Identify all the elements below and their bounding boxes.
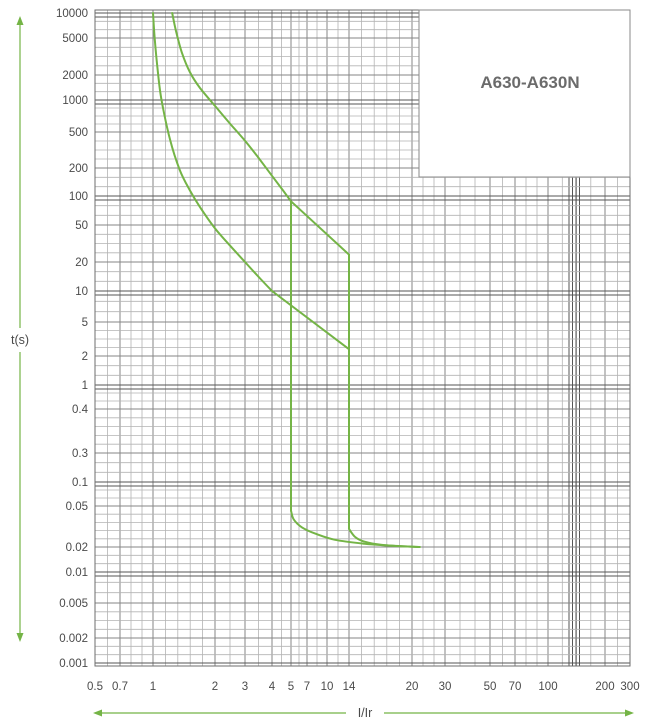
y-tick-label: 5000 [62,33,88,45]
arrow-up-icon [16,16,24,25]
x-tick-label: 2 [212,681,218,693]
y-axis-ticks: 10000 5000 2000 1000 500 200 100 50 20 10 5 2 1 0.4 0.… [56,8,89,670]
y-tick-label: 0.005 [59,598,88,610]
x-tick-label: 10 [321,681,334,693]
x-axis-arrow: I/Ir [93,706,634,720]
y-tick-label: 20 [75,257,88,269]
x-tick-label: 5 [288,681,294,693]
y-tick-label: 0.002 [59,633,88,645]
curve-segment [290,200,350,256]
y-tick-label: 100 [69,191,88,203]
curve-series [171,12,421,548]
y-tick-label: 0.01 [66,567,88,579]
x-tick-label: 7 [304,681,310,693]
plot-border [94,9,631,667]
x-tick-label: 100 [538,681,557,693]
curve-segment [271,290,350,351]
x-tick-label: 70 [509,681,522,693]
x-axis-ticks: 0.5 0.7 1 2 3 4 5 7 10 14 20 30 50 70 100 200 300 [87,681,640,693]
y-tick-label: 0.3 [72,448,88,460]
trip-curves [152,12,421,548]
x-tick-label: 1 [150,681,156,693]
y-tick-label: 10000 [56,8,88,20]
y-tick-label: 0.001 [59,658,88,670]
y-tick-label: 200 [69,163,88,175]
y-tick-label: 0.05 [66,501,88,513]
y-tick-label: 500 [69,127,88,139]
y-tick-label: 1 [82,380,88,392]
arrow-left-icon [93,709,102,717]
arrow-right-icon [625,709,634,717]
chart-title: A630-A630N [480,73,579,92]
x-tick-label: 20 [406,681,419,693]
x-tick-label: 50 [484,681,497,693]
title-box: A630-A630N [418,9,631,178]
x-tick-label: 0.7 [112,681,128,693]
curve-segment [152,12,273,292]
y-tick-label: 50 [75,220,88,232]
x-tick-label: 300 [620,681,639,693]
curve-series [152,12,421,548]
y-axis-label: t(s) [11,333,29,347]
arrow-down-icon [16,633,24,642]
curve-segment [171,12,292,203]
y-tick-label: 0.1 [72,477,88,489]
y-tick-label: 2 [82,351,88,363]
y-tick-label: 10 [75,286,88,298]
x-tick-label: 200 [595,681,614,693]
y-tick-label: 2000 [62,70,88,82]
chart-grid [94,10,631,666]
x-tick-label: 30 [439,681,452,693]
x-axis-label: I/Ir [358,706,373,720]
y-tick-label: 1000 [62,95,88,107]
y-axis-arrow: t(s) [11,16,29,642]
y-tick-label: 0.4 [72,404,89,416]
y-tick-label: 5 [82,317,88,329]
title-box-frame [418,9,631,178]
x-tick-label: 0.5 [87,681,103,693]
curve-segment [290,509,421,548]
y-tick-label: 0.02 [66,542,88,554]
x-tick-label: 3 [242,681,248,693]
x-tick-label: 4 [269,681,276,693]
x-tick-label: 14 [343,681,356,693]
